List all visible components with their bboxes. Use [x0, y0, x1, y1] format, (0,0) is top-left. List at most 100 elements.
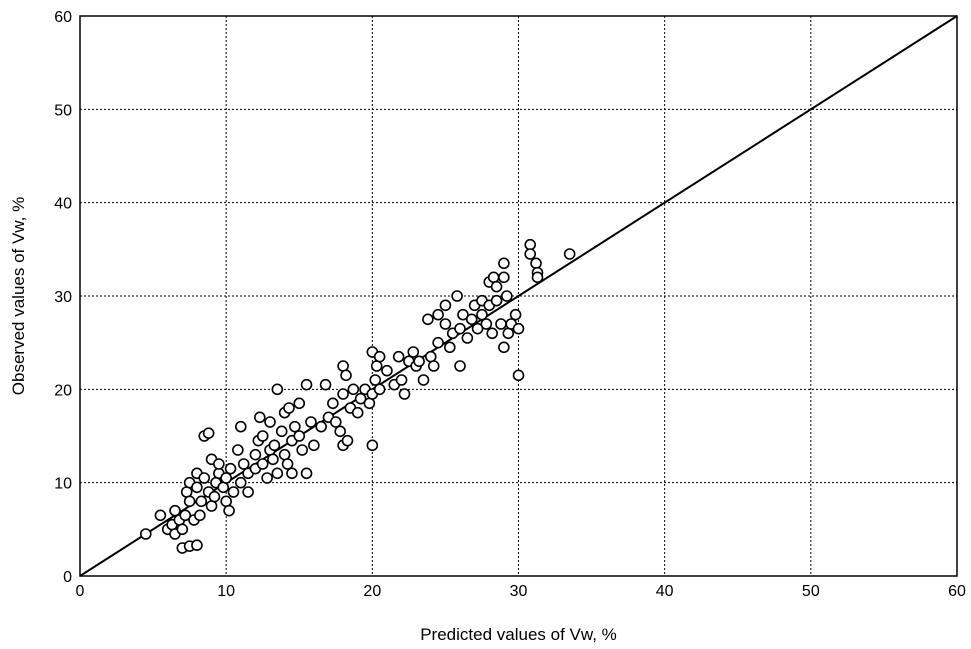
data-point	[220, 495, 232, 508]
data-point	[424, 350, 437, 363]
data-point	[444, 341, 456, 354]
data-point	[490, 294, 503, 307]
data-point	[256, 458, 269, 470]
data-point	[283, 402, 295, 414]
y-tick-label: 40	[54, 196, 72, 213]
data-point	[217, 481, 230, 494]
data-point	[256, 430, 269, 442]
data-point	[242, 486, 254, 498]
data-point	[381, 364, 393, 377]
data-point	[490, 280, 503, 293]
data-point	[224, 462, 237, 475]
data-point	[315, 420, 327, 433]
data-point	[337, 360, 349, 372]
data-point	[268, 439, 281, 452]
data-point	[471, 322, 484, 335]
y-axis-tick-labels: 0 10 20 30 40 50 60	[54, 9, 72, 586]
y-tick-label: 50	[54, 102, 72, 119]
x-tick-label: 30	[510, 583, 528, 600]
data-point	[319, 378, 332, 391]
data-point	[293, 430, 306, 442]
data-point	[234, 420, 247, 433]
data-point	[480, 318, 493, 330]
data-point	[501, 290, 513, 302]
data-point	[191, 481, 203, 494]
data-point	[281, 458, 294, 470]
data-point	[278, 448, 291, 461]
data-point	[486, 327, 498, 340]
data-point	[432, 308, 444, 321]
data-point	[296, 444, 308, 456]
data-point	[370, 360, 383, 372]
data-point	[407, 346, 420, 358]
data-point	[202, 427, 215, 440]
data-point	[264, 416, 276, 428]
data-point	[417, 374, 430, 386]
data-point	[179, 509, 192, 522]
data-point	[524, 248, 536, 260]
data-point	[498, 271, 510, 284]
x-tick-label: 50	[802, 583, 820, 600]
data-point	[354, 392, 367, 405]
data-point	[249, 448, 262, 461]
data-point	[300, 378, 313, 391]
data-point	[495, 318, 507, 330]
data-point	[530, 257, 542, 270]
data-point	[498, 341, 510, 354]
data-point	[191, 539, 203, 552]
data-point	[451, 290, 463, 302]
data-point	[363, 397, 376, 410]
data-point	[439, 299, 452, 312]
data-point	[271, 467, 284, 480]
data-point	[234, 476, 247, 489]
data-point	[366, 439, 379, 452]
data-point	[509, 308, 522, 321]
data-point	[261, 472, 273, 484]
data-point	[289, 420, 301, 433]
data-point	[305, 416, 317, 428]
data-point	[183, 495, 196, 508]
data-point	[422, 313, 434, 326]
data-point	[154, 509, 167, 522]
data-point	[327, 397, 339, 410]
data-point	[267, 453, 279, 466]
data-point	[337, 388, 349, 400]
data-point	[223, 504, 235, 517]
data-point	[476, 308, 488, 321]
data-point	[351, 406, 364, 419]
x-axis-tick-labels: 0 10 20 30 40 50 60	[76, 583, 966, 600]
data-point	[531, 271, 544, 284]
data-point	[563, 248, 576, 260]
y-tick-label: 20	[54, 382, 72, 399]
data-point	[340, 369, 352, 382]
x-tick-label: 40	[656, 583, 674, 600]
data-point	[232, 444, 244, 456]
data-point	[373, 383, 386, 396]
data-point	[237, 458, 250, 470]
data-point	[334, 425, 346, 438]
data-point	[347, 383, 360, 396]
data-point	[461, 332, 474, 344]
data-point	[300, 467, 313, 480]
plot-area-frame	[79, 15, 958, 577]
x-axis-title: Predicted values of Vw, %	[420, 625, 617, 644]
data-point	[454, 322, 466, 335]
data-point	[271, 383, 284, 396]
data-point	[457, 308, 469, 321]
data-point	[398, 388, 411, 400]
data-point	[454, 360, 466, 372]
data-point	[395, 374, 408, 386]
data-point	[512, 322, 525, 335]
data-point	[213, 458, 225, 470]
data-point	[227, 486, 240, 498]
y-tick-label: 60	[54, 9, 72, 26]
data-points	[139, 238, 576, 554]
data-point	[498, 257, 510, 270]
data-point	[205, 500, 218, 512]
x-tick-label: 10	[217, 583, 235, 600]
data-point	[194, 509, 206, 522]
data-point	[427, 360, 440, 372]
data-point	[195, 495, 208, 508]
data-point	[208, 490, 221, 503]
